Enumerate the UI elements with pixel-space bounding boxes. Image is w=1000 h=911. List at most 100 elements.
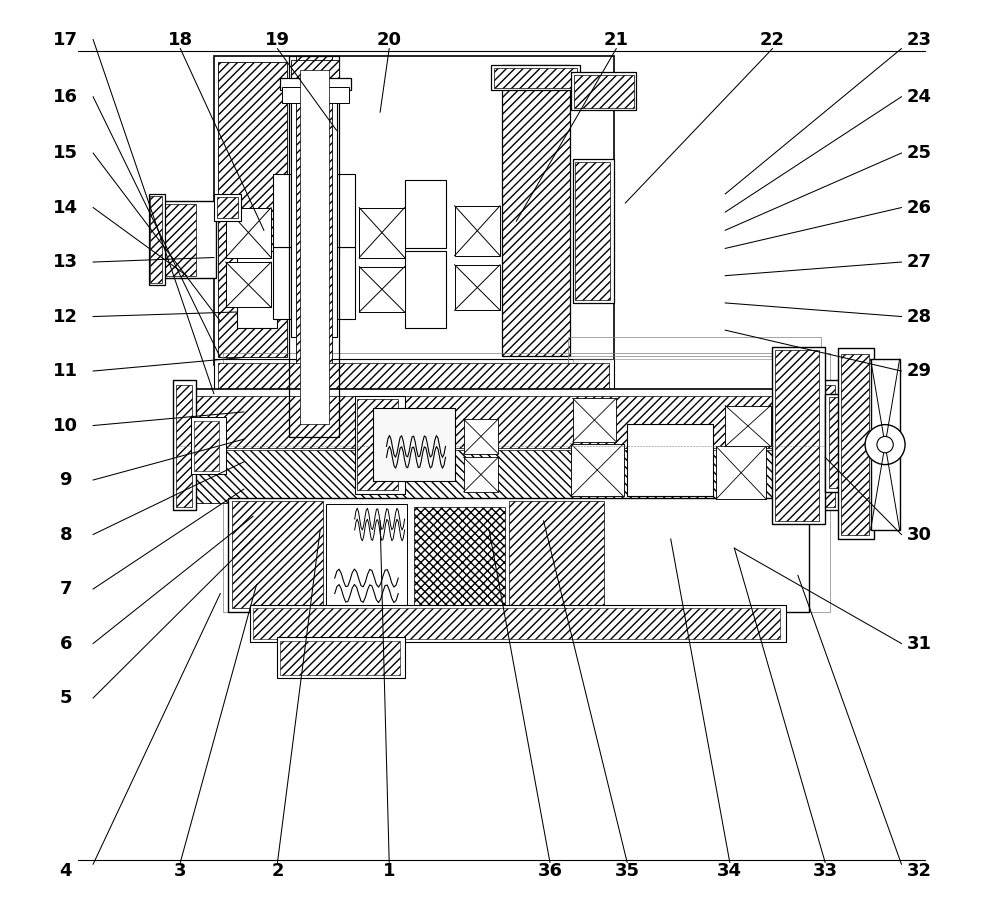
Bar	[841, 353, 869, 536]
Bar	[573, 359, 818, 439]
Text: 8: 8	[60, 526, 72, 544]
Bar	[405, 251, 446, 328]
Bar	[627, 424, 713, 496]
Bar	[573, 159, 614, 303]
Bar	[571, 72, 636, 110]
Bar	[359, 267, 405, 312]
Bar	[491, 65, 580, 90]
Text: 32: 32	[907, 863, 932, 880]
Bar	[194, 421, 219, 471]
Bar	[223, 353, 830, 611]
Bar	[289, 56, 339, 437]
Bar	[571, 444, 624, 496]
Bar	[575, 162, 610, 301]
Bar	[187, 450, 818, 503]
Text: 36: 36	[537, 863, 562, 880]
Bar	[574, 75, 634, 107]
Bar	[300, 69, 329, 424]
Bar	[157, 201, 216, 279]
Bar	[149, 194, 165, 285]
Text: 28: 28	[907, 308, 932, 325]
Bar	[180, 389, 825, 503]
Bar	[359, 208, 405, 258]
Text: 25: 25	[907, 144, 932, 162]
Bar	[150, 196, 162, 283]
Bar	[357, 399, 398, 490]
Bar	[326, 504, 407, 605]
Text: 9: 9	[60, 471, 72, 489]
Bar	[502, 65, 570, 355]
Text: 4: 4	[60, 863, 72, 880]
Text: 30: 30	[907, 526, 932, 544]
Bar	[716, 446, 766, 499]
Bar	[217, 197, 238, 219]
Bar	[455, 206, 500, 256]
Text: 1: 1	[383, 863, 395, 880]
Text: 16: 16	[53, 87, 78, 106]
Bar	[273, 174, 355, 247]
Bar	[273, 247, 355, 319]
Bar	[214, 359, 614, 394]
Bar	[226, 208, 271, 258]
Circle shape	[865, 425, 905, 465]
Bar	[494, 67, 577, 87]
Text: 2: 2	[271, 863, 284, 880]
Text: 31: 31	[907, 634, 932, 652]
Bar	[464, 457, 498, 492]
Text: 5: 5	[60, 689, 72, 707]
Bar	[191, 417, 226, 474]
Text: 23: 23	[907, 31, 932, 48]
Bar	[716, 446, 766, 499]
Bar	[825, 394, 869, 492]
Text: 13: 13	[53, 253, 78, 271]
Text: 20: 20	[377, 31, 402, 48]
Bar	[226, 262, 271, 307]
Text: 19: 19	[265, 31, 290, 48]
Bar	[725, 405, 771, 446]
Bar	[571, 444, 624, 496]
Text: 12: 12	[53, 308, 78, 325]
Text: 29: 29	[907, 362, 932, 380]
Bar	[187, 395, 818, 448]
Bar	[291, 74, 337, 337]
Text: 14: 14	[53, 199, 78, 217]
Bar	[277, 637, 405, 678]
Bar	[775, 350, 819, 521]
Text: 34: 34	[717, 863, 742, 880]
Bar	[509, 501, 604, 608]
Bar	[214, 56, 614, 364]
Bar	[819, 384, 835, 507]
Text: 6: 6	[60, 634, 72, 652]
Circle shape	[877, 436, 893, 453]
Text: 18: 18	[168, 31, 193, 48]
Bar	[173, 380, 196, 510]
Bar	[502, 65, 570, 355]
Bar	[214, 194, 241, 221]
Text: 27: 27	[907, 253, 932, 271]
Text: 22: 22	[760, 31, 785, 48]
Bar	[455, 265, 500, 310]
Text: 26: 26	[907, 199, 932, 217]
Bar	[237, 251, 277, 328]
Bar	[373, 408, 455, 481]
Bar	[816, 380, 839, 510]
Text: 24: 24	[907, 87, 932, 106]
Bar	[296, 56, 332, 437]
Bar	[405, 180, 446, 249]
Bar	[218, 363, 609, 392]
Bar	[573, 398, 616, 442]
Bar	[414, 507, 505, 605]
Text: 15: 15	[53, 144, 78, 162]
Bar	[355, 395, 405, 494]
Bar	[228, 498, 809, 611]
Bar	[232, 501, 323, 608]
Bar	[280, 77, 351, 90]
Text: 7: 7	[60, 580, 72, 598]
Text: 33: 33	[813, 863, 838, 880]
Bar	[829, 397, 854, 488]
Bar	[159, 204, 196, 276]
Bar	[725, 405, 771, 446]
Bar	[218, 62, 287, 357]
Bar	[838, 348, 874, 539]
Bar	[464, 419, 498, 454]
